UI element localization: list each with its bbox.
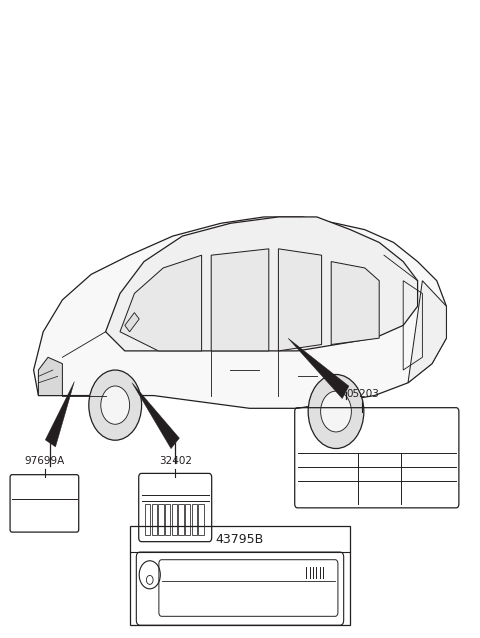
Polygon shape xyxy=(408,281,446,383)
Bar xyxy=(145,504,150,535)
Text: 43795B: 43795B xyxy=(216,533,264,545)
Circle shape xyxy=(308,375,364,449)
Bar xyxy=(192,504,197,535)
Text: 97699A: 97699A xyxy=(24,456,65,466)
Bar xyxy=(130,526,350,625)
Polygon shape xyxy=(125,313,139,332)
Polygon shape xyxy=(132,383,180,449)
Bar xyxy=(165,504,170,535)
Text: 05203: 05203 xyxy=(346,389,379,399)
Bar xyxy=(185,504,191,535)
Polygon shape xyxy=(211,249,269,351)
Polygon shape xyxy=(331,262,379,345)
Bar xyxy=(172,504,177,535)
Polygon shape xyxy=(278,249,322,351)
Polygon shape xyxy=(120,255,202,351)
Polygon shape xyxy=(38,357,62,396)
Bar xyxy=(152,504,157,535)
Bar xyxy=(158,504,164,535)
Text: 32402: 32402 xyxy=(159,456,192,466)
Bar xyxy=(198,504,204,535)
Polygon shape xyxy=(288,338,349,399)
Circle shape xyxy=(101,386,130,424)
Bar xyxy=(178,504,184,535)
Polygon shape xyxy=(45,382,74,447)
Circle shape xyxy=(321,391,351,432)
Polygon shape xyxy=(34,217,446,408)
Polygon shape xyxy=(106,217,418,351)
Circle shape xyxy=(89,370,142,440)
